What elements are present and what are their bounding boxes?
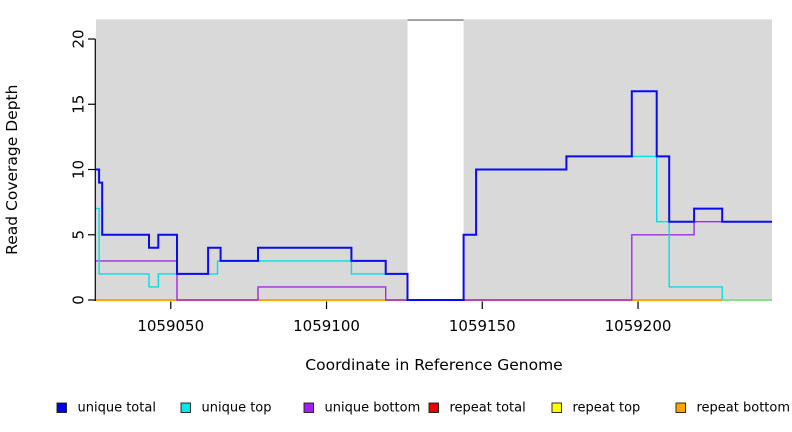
- legend-swatch-repeat-top: [551, 402, 562, 413]
- legend-label-unique-top: unique top: [202, 401, 272, 416]
- y-tick-label: 20: [69, 29, 87, 48]
- legend-label-unique-total: unique total: [78, 401, 156, 416]
- legend-label-unique-bottom: unique bottom: [325, 401, 421, 416]
- y-tick-label: 15: [69, 95, 87, 114]
- masked-gap-region: [407, 19, 464, 302]
- legend-label-repeat-total: repeat total: [450, 401, 526, 416]
- legend-swatch-unique-bottom: [303, 402, 314, 413]
- legend-label-repeat-top: repeat top: [573, 401, 641, 416]
- x-axis-title: Coordinate in Reference Genome: [305, 356, 562, 374]
- x-tick-label: 1059100: [293, 317, 360, 335]
- legend-swatch-unique-total: [56, 402, 67, 413]
- x-tick-label: 1059150: [449, 317, 516, 335]
- legend-swatch-repeat-bottom: [675, 402, 686, 413]
- series-unique-total: [96, 90, 772, 301]
- series-unique-bottom: [96, 221, 772, 301]
- legend-swatch-unique-top: [180, 402, 191, 413]
- y-tick-label: 5: [69, 230, 87, 240]
- y-tick-label: 0: [69, 295, 87, 305]
- y-axis-title: Read Coverage Depth: [3, 85, 21, 255]
- x-tick-label: 1059200: [605, 317, 672, 335]
- y-tick-label: 10: [69, 160, 87, 179]
- legend-label-repeat-bottom: repeat bottom: [697, 401, 791, 416]
- x-tick-label: 1059050: [137, 317, 204, 335]
- legend-swatch-repeat-total: [428, 402, 439, 413]
